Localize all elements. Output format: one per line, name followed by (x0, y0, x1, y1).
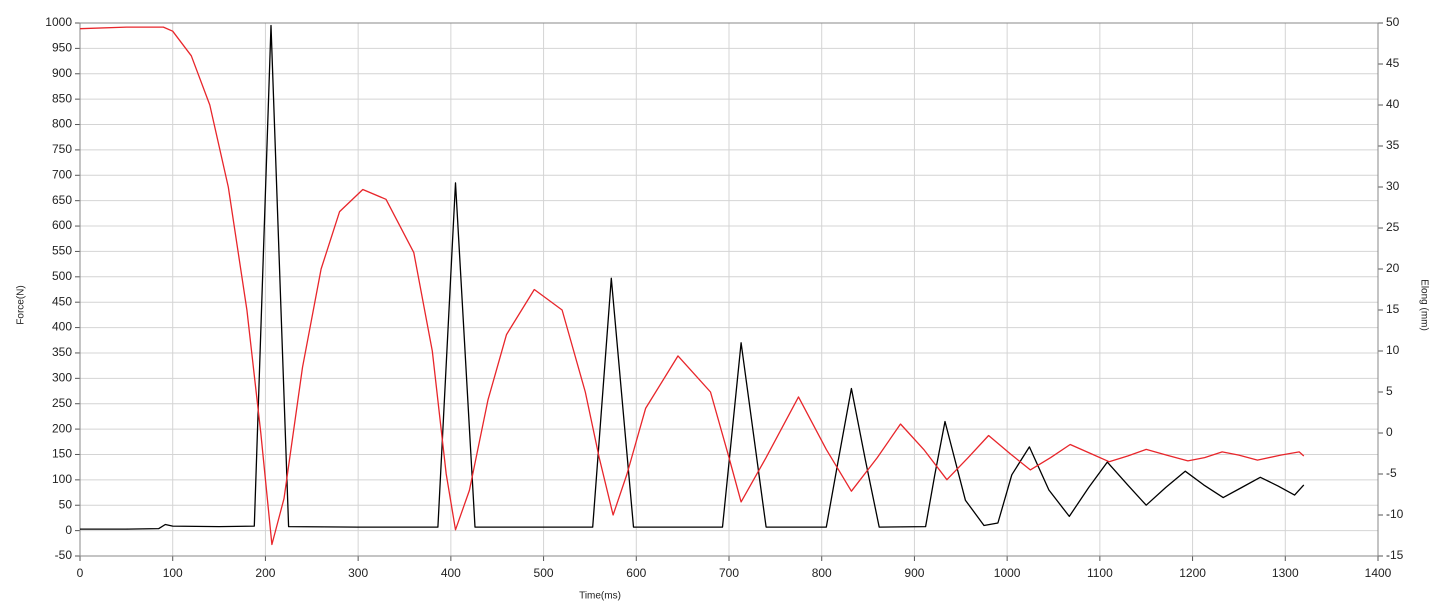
x-tick-label: 1400 (1365, 566, 1392, 580)
x-axis-title: Time(ms) (579, 591, 621, 602)
y-tick-label: 350 (52, 345, 72, 359)
x-tick-label: 1100 (1087, 566, 1113, 580)
x-tick-label: 600 (626, 566, 646, 580)
x-tick-label: 1300 (1272, 566, 1299, 580)
y-tick-label: 950 (52, 41, 72, 55)
x-tick-label: 1200 (1179, 566, 1206, 580)
y-tick-label: 650 (52, 193, 72, 207)
x-tick-label: 200 (255, 566, 275, 580)
x-tick-label: 800 (812, 566, 832, 580)
line-series (80, 24, 1305, 530)
x-tick-label: 400 (441, 566, 461, 580)
y2-tick-label: 25 (1386, 220, 1400, 234)
x-tick-label: 500 (534, 566, 554, 580)
y-tick-label: 400 (52, 320, 72, 334)
x-tick-label: 700 (719, 566, 739, 580)
y2-tick-label: 40 (1386, 97, 1400, 111)
plot-border (79, 22, 1379, 557)
y2-tick-label: -15 (1386, 548, 1404, 562)
y-tick-label: 200 (52, 421, 72, 435)
y2-tick-label: 20 (1386, 261, 1400, 275)
y2-tick-label: 10 (1386, 343, 1400, 357)
y-tick-label: 600 (52, 218, 72, 232)
x-tick-label: 0 (77, 566, 84, 580)
y-tick-label: 100 (52, 472, 72, 486)
y-tick-label: 50 (59, 497, 73, 511)
y-tick-label: 250 (52, 396, 72, 410)
x-tick-label: 900 (904, 566, 924, 580)
y2-tick-label: 45 (1386, 56, 1400, 70)
line-series (79, 26, 1305, 546)
x-tick-label: 1000 (994, 566, 1021, 580)
y2-tick-label: -10 (1386, 507, 1404, 521)
y-tick-label: 700 (52, 167, 72, 181)
y2-tick-label: 0 (1386, 425, 1393, 439)
y-tick-label: 0 (65, 523, 72, 537)
y2-axis-title: Elong (mm) (1418, 279, 1429, 331)
y-tick-label: 800 (52, 117, 72, 131)
y-tick-label: -50 (55, 548, 73, 562)
y-tick-label: 900 (52, 66, 72, 80)
x-tick-label: 100 (163, 566, 183, 580)
y2-tick-label: 35 (1386, 138, 1400, 152)
y2-tick-label: 30 (1386, 179, 1400, 193)
y-tick-label: 850 (52, 91, 72, 105)
y-tick-label: 1000 (45, 15, 72, 29)
y-tick-label: 150 (52, 447, 72, 461)
y-tick-label: 500 (52, 269, 72, 283)
x-tick-label: 300 (348, 566, 368, 580)
y-tick-label: 450 (52, 294, 72, 308)
y2-tick-label: 15 (1386, 302, 1400, 316)
y-tick-label: 750 (52, 142, 72, 156)
y2-tick-label: 5 (1386, 384, 1393, 398)
y-tick-label: 550 (52, 244, 72, 258)
y-axis-title: Force(N) (16, 285, 27, 324)
y-tick-label: 300 (52, 371, 72, 385)
y2-tick-label: -5 (1386, 466, 1397, 480)
y2-tick-label: 50 (1386, 15, 1400, 29)
